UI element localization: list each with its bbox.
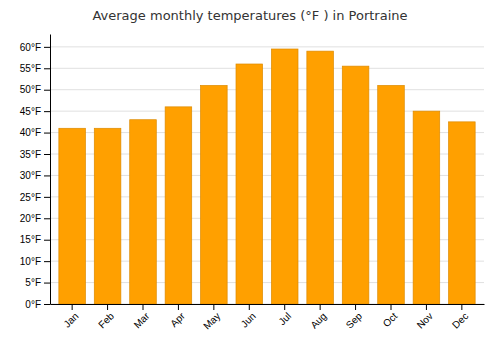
x-tick-mark [72,304,73,310]
x-tick: Nov [415,304,435,331]
x-tick: Jun [239,304,258,330]
y-tick-mark [44,261,50,262]
x-tick-mark [426,304,427,310]
y-tick-mark [44,47,50,48]
y-tick-label: 10°F [20,256,41,267]
x-tick: Sep [344,304,365,331]
y-tick: 60°F [20,42,50,53]
x-tick: Dec [450,304,470,331]
x-tick-label: Feb [96,310,116,330]
bar [342,66,369,304]
bar [130,120,157,304]
bar [59,128,86,304]
x-tick: Oct [381,304,400,329]
bar [201,85,228,304]
y-tick-label: 0°F [25,299,41,310]
y-tick-mark [44,304,50,305]
y-tick: 10°F [20,256,50,267]
y-tick: 50°F [20,84,50,95]
x-tick: Aug [308,304,328,331]
y-tick-mark [44,175,50,176]
x-tick-mark [249,304,250,310]
y-tick-label: 55°F [20,63,41,74]
y-tick-mark [44,133,50,134]
title: Average monthly temperatures (°F ) in Po… [92,8,407,23]
x-tick: Jul [276,304,293,327]
y-tick-label: 20°F [20,213,41,224]
x-tick-label: Mar [132,310,152,330]
y-tick: 30°F [20,170,50,181]
x-tick: Apr [168,304,187,329]
bar [271,49,298,304]
y-tick-label: 25°F [20,192,41,203]
x-tick: Feb [96,304,116,330]
x-tick-mark [143,304,144,310]
x-tick-label: Nov [415,310,435,330]
y-tick-label: 45°F [20,106,41,117]
y-tick: 25°F [20,192,50,203]
x-tick-label: Jan [61,310,80,329]
y-tick-mark [44,154,50,155]
grid-line [50,68,484,69]
grid-line [50,46,484,47]
y-tick-mark [44,218,50,219]
bar [449,122,476,304]
x-tick-mark [355,304,356,310]
x-tick-label: Oct [381,310,400,329]
y-tick: 5°F [25,277,50,288]
x-tick-mark [178,304,179,310]
x-tick-label: Aug [308,310,328,330]
y-tick-label: 60°F [20,42,41,53]
y-tick: 40°F [20,127,50,138]
bar [378,85,405,304]
y-tick-label: 35°F [20,149,41,160]
x-axis: Jan Feb Mar Apr May Jun Jul Aug Sep Oct Nov Dec [51,304,485,332]
x-tick-mark [213,304,214,310]
grid-line [50,89,484,90]
x-tick-mark [107,304,108,310]
x-tick-label: May [201,310,222,331]
y-tick-mark [44,283,50,284]
x-tick: Jan [61,304,80,330]
x-axis-line [51,304,485,305]
x-tick: Mar [132,304,152,330]
x-tick: May [201,304,222,332]
y-tick: 20°F [20,213,50,224]
bar [413,111,440,304]
y-axis: 0°F 5°F 10°F 15°F 20°F 25°F 30°F 35°F 40°F 45°F 50… [20,35,51,310]
x-tick-label: Apr [168,310,187,329]
x-tick-label: Jul [276,310,293,327]
x-tick-mark [284,304,285,310]
y-tick: 55°F [20,63,50,74]
bar [307,51,334,304]
x-tick-mark [320,304,321,310]
y-tick: 15°F [20,234,50,245]
y-tick-label: 30°F [20,170,41,181]
y-tick-label: 15°F [20,234,41,245]
x-tick-label: Dec [450,310,470,330]
x-tick-label: Jun [239,310,258,329]
x-tick-mark [461,304,462,310]
bar [236,64,263,304]
y-tick-label: 5°F [25,277,41,288]
x-tick-mark [391,304,392,310]
bar [94,128,121,304]
y-tick-mark [44,111,50,112]
y-tick-label: 40°F [20,127,41,138]
y-tick: 35°F [20,149,50,160]
chart-container: 0°F 5°F 10°F 15°F 20°F 25°F 30°F 35°F 40°F 45°F 50… [0,0,500,350]
grid [50,47,484,304]
y-tick: 45°F [20,106,50,117]
y-tick-label: 50°F [20,84,41,95]
chart: 0°F 5°F 10°F 15°F 20°F 25°F 30°F 35°F 40°F 45°F 50… [0,0,500,350]
y-tick-mark [44,68,50,69]
y-tick-mark [44,90,50,91]
y-axis-line [50,35,51,305]
x-tick-label: Sep [344,310,365,331]
y-tick-mark [44,197,50,198]
bar [165,107,192,304]
y-tick: 0°F [25,299,50,310]
y-tick-mark [44,240,50,241]
plot-area [59,49,475,304]
